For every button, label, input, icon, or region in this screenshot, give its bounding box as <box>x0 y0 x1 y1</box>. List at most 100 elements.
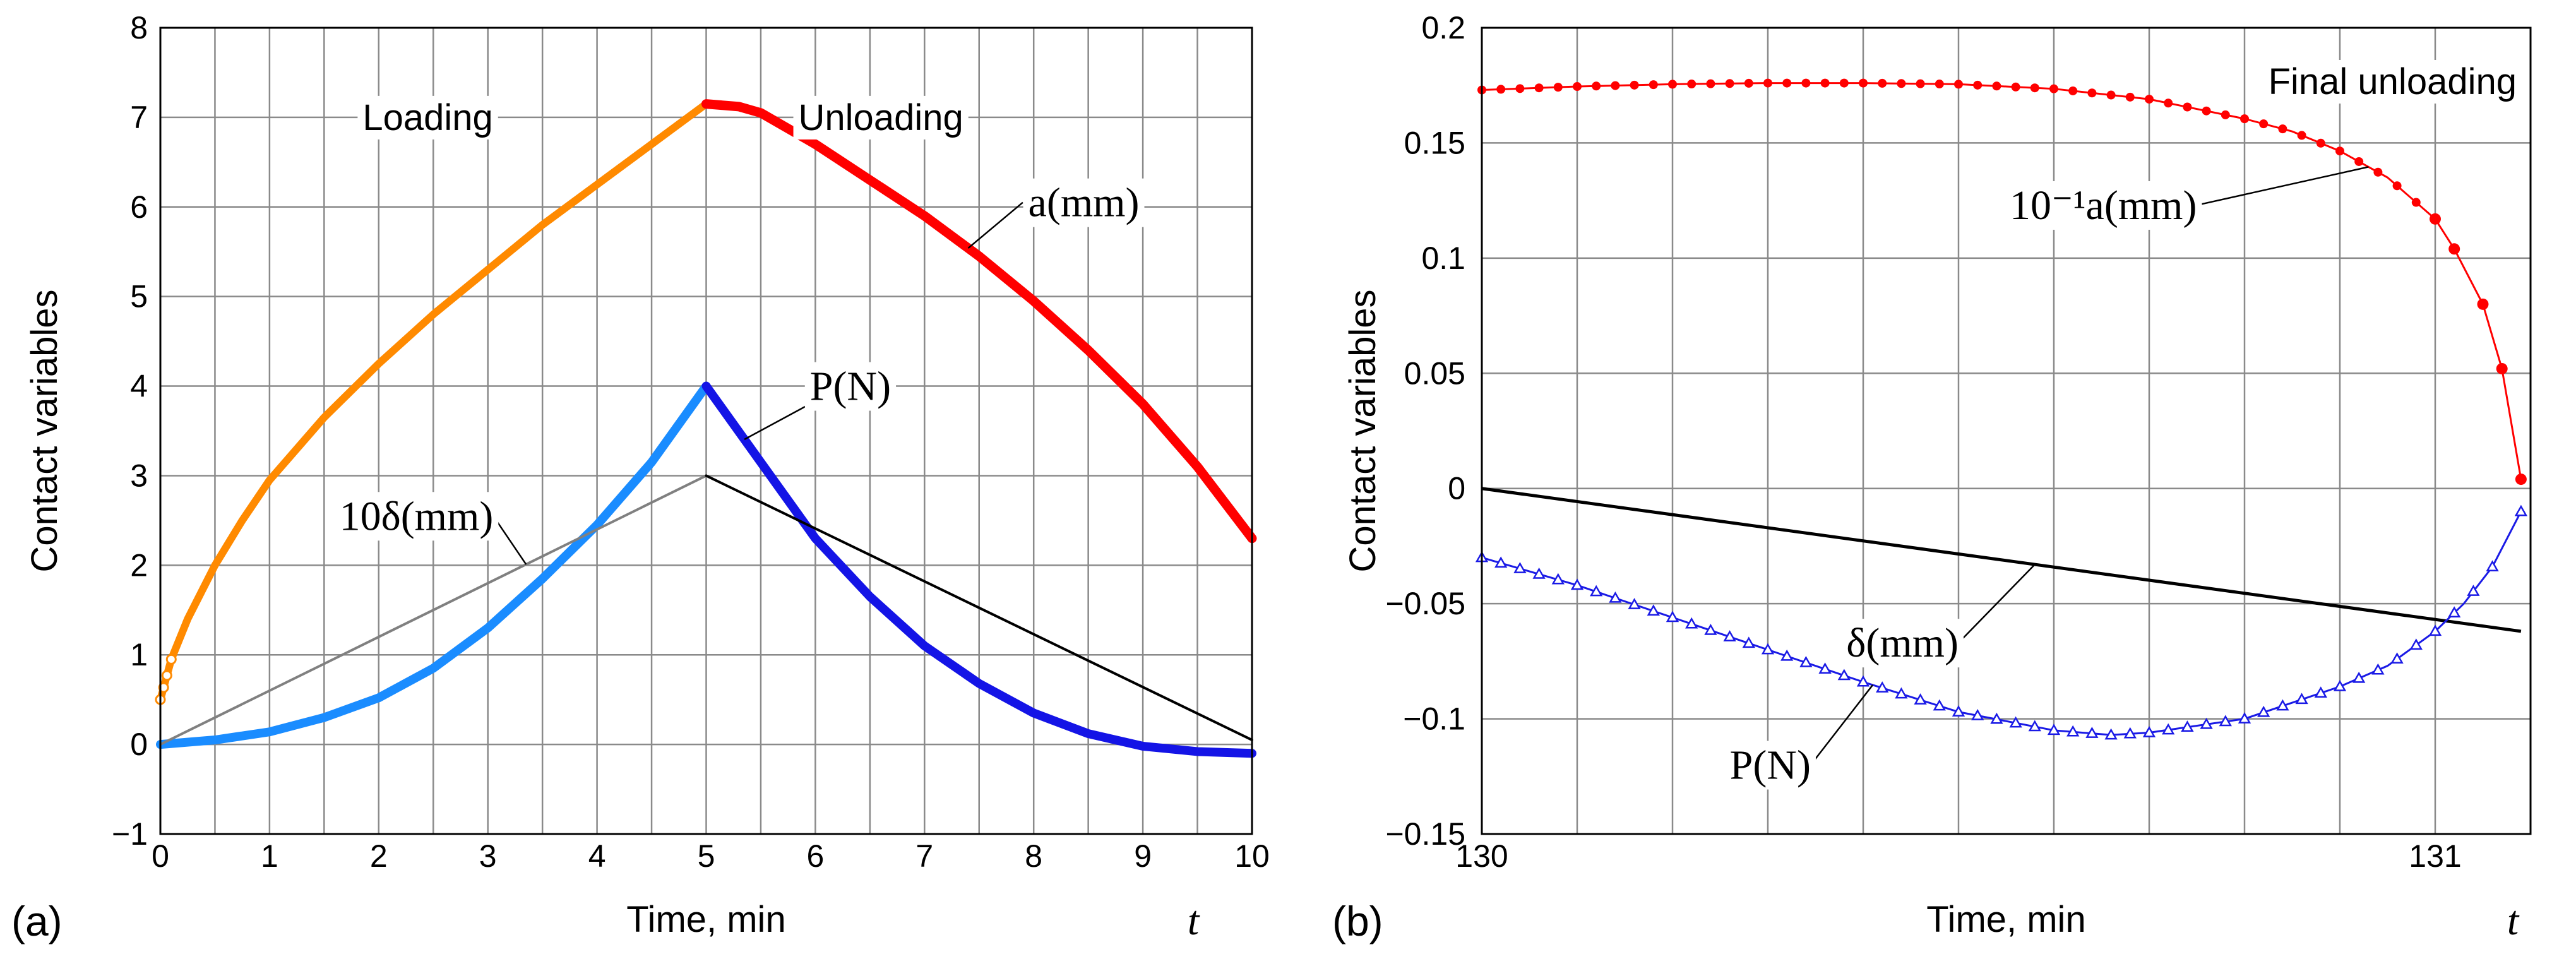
series-p-n-marker <box>1513 562 1527 573</box>
series-p-n-marker <box>1742 636 1755 648</box>
series-tenth-a-marker <box>1668 80 1677 89</box>
series-tenth-a-marker <box>2430 213 2441 225</box>
series-p-n-marker <box>1723 630 1736 641</box>
panel-b-y-tick-label: −0.05 <box>1385 586 1465 621</box>
series-tenth-a-marker <box>1859 78 1868 88</box>
series-p-n-marker <box>1895 687 1908 699</box>
annotation-tenth-a-mm: 10⁻¹a(mm) <box>2010 182 2197 229</box>
series-p-n-marker <box>1799 656 1813 667</box>
series-tenth-a-marker <box>2183 102 2192 112</box>
series-a-start-marker <box>161 670 172 681</box>
series-p-n-marker <box>2467 585 2480 596</box>
series-p-n-marker <box>2514 504 2528 516</box>
series-p-n-marker <box>1952 705 1965 717</box>
series-tenth-a-marker <box>2373 167 2383 177</box>
series-tenth-a-marker <box>1630 80 1639 90</box>
series-p-n-marker <box>2219 715 2232 727</box>
leader-delta <box>1958 564 2036 644</box>
panel-a-x-tick-label: 3 <box>479 838 497 874</box>
series-tenth-a-marker <box>1897 79 1906 88</box>
series-a-start-marker <box>158 682 169 693</box>
series-tenth-a-marker <box>1744 78 1753 88</box>
panel-b-y-tick-label: −0.15 <box>1385 816 1465 852</box>
series-p-n-marker <box>2181 720 2194 732</box>
series-p-unloading <box>701 381 1256 758</box>
series-tenth-a-marker <box>2011 82 2020 92</box>
series-tenth-a-marker <box>2202 106 2211 116</box>
series-tenth-a-marker <box>2392 181 2402 191</box>
series-p-n-marker <box>1933 699 1946 711</box>
panel-a-y-tick-label: 0 <box>130 727 148 762</box>
panel-a-x-tick-label: 8 <box>1025 838 1042 874</box>
series-tenth-a-marker <box>2278 124 2287 134</box>
series-p-n-marker <box>2448 606 2461 617</box>
series-p-n-marker <box>2276 699 2289 711</box>
series-tenth-a-marker <box>2068 86 2078 95</box>
panel-b: 130 131 −0.15 −0.1 −0.05 0 0.05 0.1 0.15 0.2 Fina… <box>1332 10 2532 944</box>
annotation-unloading: Unloading <box>799 97 963 138</box>
panel-b-y-tick-label: −0.1 <box>1403 701 1465 737</box>
panel-b-y-tick-label: 0.05 <box>1404 355 1465 391</box>
series-p-n-marker <box>1666 611 1679 622</box>
panel-b-x-tick-label: 130 <box>1455 838 1508 874</box>
leader-tenth-a <box>2197 166 2369 206</box>
annotation-p-n: P(N) <box>810 364 891 410</box>
annotation-10delta-mm: 10δ(mm) <box>340 493 494 539</box>
series-a-loading <box>157 100 710 704</box>
series-tenth-a-marker <box>1649 80 1658 90</box>
panel-b-grid <box>1482 28 2531 834</box>
series-a-unloading <box>701 99 1257 544</box>
series-p-n-marker <box>1876 681 1889 693</box>
panel-a-x-tick-label: 5 <box>698 838 715 874</box>
series-tenth-a-marker <box>2087 88 2097 98</box>
series-p-n-marker <box>1990 712 2003 724</box>
series-tenth-a-marker <box>1992 81 2001 91</box>
annotation-p-n-b: P(N) <box>1730 742 1811 789</box>
panel-a-x-tick-label: 1 <box>261 838 278 874</box>
panel-a-y-tick-label: 1 <box>130 637 148 672</box>
panel-a-y-tick-label: 6 <box>130 189 148 225</box>
series-tenth-a-marker <box>2411 198 2421 207</box>
series-tenth-a-marker <box>1878 78 1887 88</box>
series-tenth-a-marker <box>2316 138 2325 148</box>
series-p-n-marker <box>2352 671 2366 683</box>
series-tenth-a-marker <box>2477 298 2489 310</box>
panel-a-x-tick-label: 6 <box>806 838 824 874</box>
series-tenth-a-marker <box>2496 362 2508 374</box>
annotation-a-mm: a(mm) <box>1029 180 1140 226</box>
series-p-n-marker <box>1494 556 1508 568</box>
series-p-n-marker <box>2104 728 2118 740</box>
panel-a-x-tick-label: 0 <box>152 838 169 874</box>
series-p-n-marker <box>1685 617 1698 629</box>
annotation-background <box>2263 60 2522 104</box>
series-tenth-a-marker <box>2106 90 2116 100</box>
series-tenth-a-marker <box>2049 84 2058 93</box>
series-p-n-marker <box>1914 693 1927 705</box>
series-p-n-marker <box>2486 560 2499 572</box>
series-p-n-marker <box>2333 679 2347 691</box>
series-tenth-a-marker <box>1534 83 1544 93</box>
series-tenth-a-marker <box>2125 92 2135 102</box>
series-tenth-a-marker <box>1592 81 1601 91</box>
annotation-background <box>357 95 498 140</box>
panel-a-annotations: Loading Unloading a(mm) P(N) 10δ(mm) <box>334 95 1145 541</box>
panel-a-y-tick-label: −1 <box>112 816 148 852</box>
panel-a-series <box>155 99 1257 758</box>
panel-b-x-tick-label: 131 <box>2409 838 2461 874</box>
series-p-n-marker <box>1647 604 1660 616</box>
series-p-n-marker <box>2200 717 2213 729</box>
series-p-n-marker <box>2028 720 2041 732</box>
panel-a-y-tick-label: 2 <box>130 547 148 583</box>
series-p-n-marker <box>2066 725 2080 737</box>
panel-a-frame <box>159 27 1253 835</box>
series-p-n-marker <box>2371 663 2385 675</box>
panel-a-y-tick-label: 8 <box>130 10 148 45</box>
panel-a-x-tick-label: 10 <box>1234 838 1270 874</box>
series-tenth-a-marker <box>1954 80 1963 89</box>
series-p-n-marker <box>1837 669 1851 681</box>
panel-a-label: (a) <box>11 898 63 944</box>
series-tenth-a-marker <box>1573 82 1582 92</box>
series-tenth-a-marker <box>1782 78 1792 88</box>
series-tenth-a-marker <box>2354 157 2364 166</box>
